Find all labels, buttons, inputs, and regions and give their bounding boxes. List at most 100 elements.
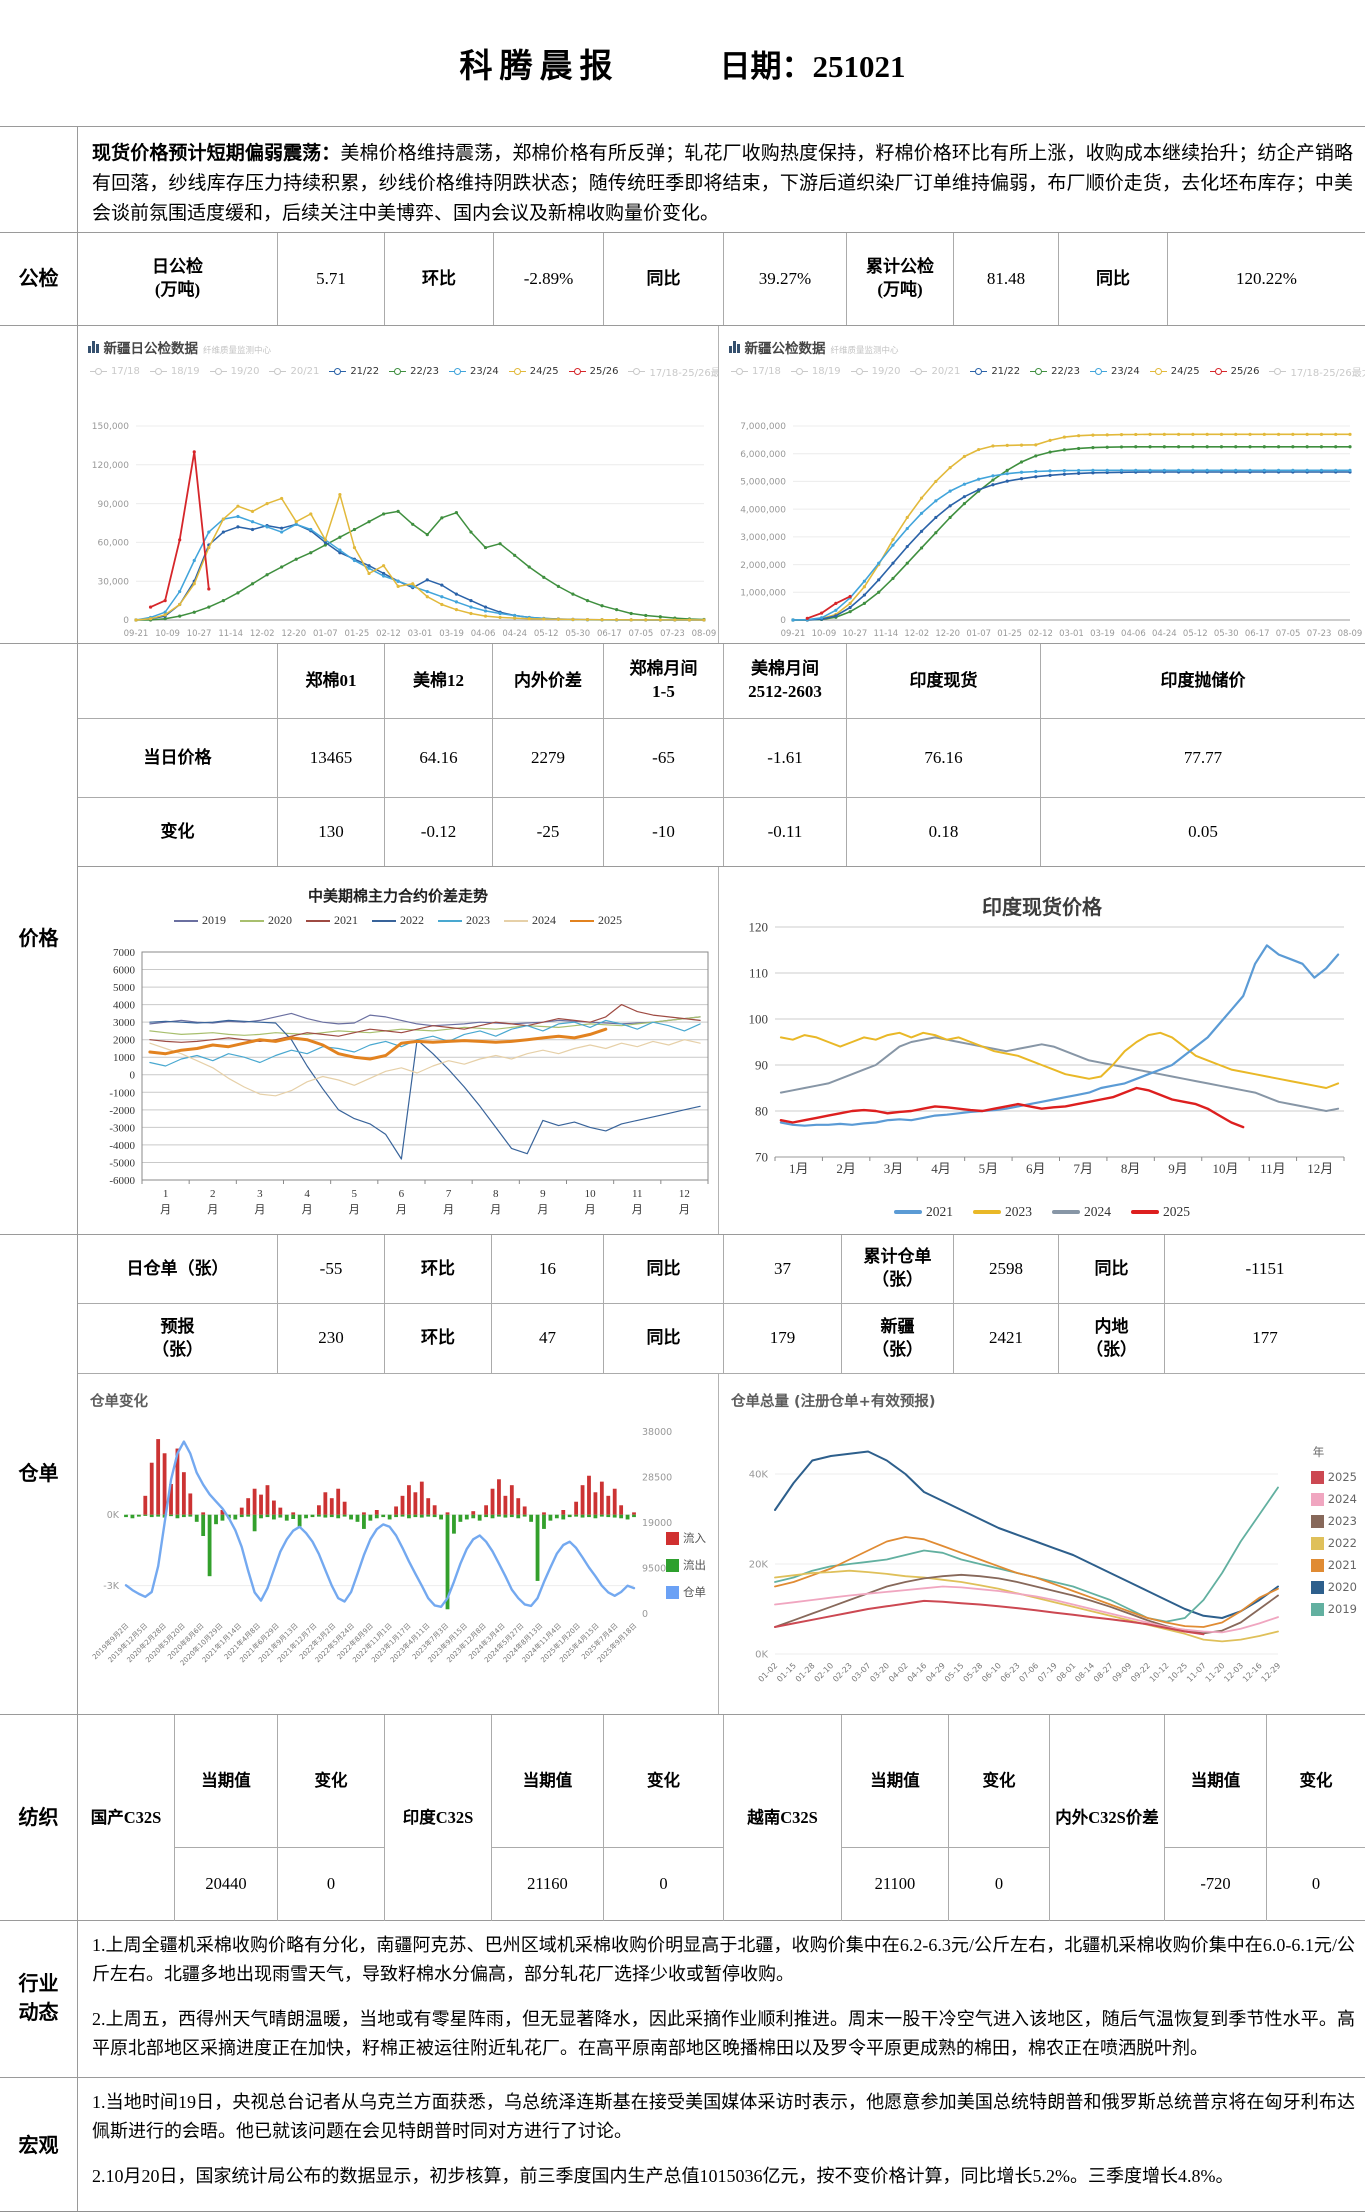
- svg-text:3: 3: [257, 1188, 263, 1200]
- chart-title: 新疆日公检数据: [103, 341, 199, 357]
- report-date: 日期：251021: [719, 48, 906, 84]
- svg-text:7: 7: [446, 1188, 452, 1200]
- legend-marker-icon: [1310, 1602, 1324, 1616]
- chart-title: 中美期棉主力合约价差走势: [307, 889, 488, 905]
- line-chart-canvas: 7000 6000 5000 4000 3000 2000 1000 0 -1000 -2000 -…: [109, 947, 709, 1216]
- chart-head: 新疆日公检数据 纤维质量监测中心: [88, 337, 271, 357]
- textile-group-c32s-spread: 内外C32S价差: [1050, 1715, 1165, 1921]
- inspection-charts-row: 新疆日公检数据 纤维质量监测中心 17/18 18/19 19/20 20/21 21/…: [0, 325, 1365, 643]
- svg-text:10-27: 10-27: [187, 629, 212, 639]
- svg-text:07-23: 07-23: [1307, 629, 1332, 639]
- legend-marker-icon: [240, 919, 264, 922]
- legend-marker-icon: [329, 367, 347, 376]
- textile-header-current: 当期值: [175, 1715, 278, 1848]
- legend-marker-icon: [970, 367, 988, 376]
- legend-marker-icon: [666, 1531, 679, 1545]
- legend-marker-icon: [568, 367, 586, 376]
- svg-text:20K: 20K: [749, 1560, 769, 1571]
- svg-text:08-27: 08-27: [1092, 1661, 1115, 1684]
- legend-item: 2024: [504, 913, 556, 928]
- section-label-textile: 纺织: [0, 1715, 78, 1921]
- bar-chart-icon: [88, 341, 99, 353]
- svg-text:4月: 4月: [931, 1161, 951, 1176]
- legend-item: 21/22: [329, 366, 379, 377]
- price-corner-cell: [78, 644, 278, 719]
- bar-chart-icon: [729, 341, 740, 353]
- svg-text:07-05: 07-05: [629, 629, 654, 639]
- svg-text:9500: 9500: [642, 1564, 666, 1575]
- chart-warehouse-receipt-change: 仓单变化 流入 流出 仓单 0K -3K 38000 28500 19000 9500 0 201…: [78, 1374, 718, 1714]
- wr-forecast-mom-label: 环比: [385, 1304, 492, 1374]
- legend-item: 22/23: [389, 366, 439, 377]
- svg-text:07-05: 07-05: [1276, 629, 1301, 639]
- svg-text:7月: 7月: [1073, 1161, 1093, 1176]
- svg-text:12-02: 12-02: [904, 629, 929, 639]
- legend-marker-icon: [209, 367, 227, 376]
- svg-text:09-21: 09-21: [124, 629, 149, 639]
- svg-text:08-09: 08-09: [692, 629, 717, 639]
- wr-forecast-value: 230: [278, 1304, 385, 1374]
- svg-text:2,000,000: 2,000,000: [740, 561, 786, 571]
- svg-text:90,000: 90,000: [98, 500, 130, 510]
- chart-xinjiang-daily-inspection: 新疆日公检数据 纤维质量监测中心 17/18 18/19 19/20 20/21 21/…: [78, 326, 718, 643]
- svg-text:05-12: 05-12: [534, 629, 559, 639]
- wr-forecast-yoy-value: 179: [724, 1304, 842, 1374]
- svg-text:-3000: -3000: [109, 1122, 135, 1134]
- price-change: -25: [493, 798, 604, 866]
- inspection-row: 公检 日公检 (万吨) 5.71 环比 -2.89% 同比 39.27% 累计公…: [0, 232, 1365, 325]
- legend-marker-icon: [504, 919, 528, 922]
- svg-text:5,000,000: 5,000,000: [740, 478, 786, 488]
- price-value: -65: [604, 719, 724, 798]
- legend-item: 流入: [666, 1530, 706, 1546]
- svg-text:月: 月: [396, 1204, 407, 1216]
- legend-marker-icon: [1310, 1558, 1324, 1572]
- svg-text:0: 0: [642, 1609, 648, 1620]
- textile-header-change: 变化: [1267, 1715, 1365, 1848]
- legend-marker-icon: [438, 919, 462, 922]
- svg-text:01-25: 01-25: [345, 629, 370, 639]
- svg-text:月: 月: [160, 1204, 171, 1216]
- legend-marker-icon: [448, 367, 466, 376]
- wr-mom-value: 16: [492, 1235, 604, 1304]
- svg-text:05-28: 05-28: [962, 1661, 985, 1684]
- wr-inland-value: 177: [1165, 1304, 1365, 1374]
- legend-marker-icon: [1209, 367, 1227, 376]
- svg-text:10月: 10月: [1212, 1161, 1238, 1176]
- wr-forecast-mom-value: 47: [492, 1304, 604, 1374]
- chart-subtitle: 纤维质量监测中心: [830, 346, 899, 356]
- svg-text:110: 110: [749, 966, 768, 981]
- svg-text:01-28: 01-28: [794, 1661, 817, 1684]
- svg-text:12-16: 12-16: [1241, 1661, 1264, 1684]
- price-col-zhengmian01: 郑棉01: [278, 644, 385, 719]
- svg-text:-5000: -5000: [109, 1157, 135, 1169]
- textile-header-current: 当期值: [842, 1715, 949, 1848]
- svg-text:12-02: 12-02: [250, 629, 275, 639]
- svg-text:11-07: 11-07: [1185, 1661, 1208, 1684]
- industry-item: 2.上周五，西得州天气晴朗温暖，当地或有零星阵雨，但无显著降水，因此采摘作业顺利…: [92, 2009, 1355, 2058]
- svg-text:月: 月: [302, 1204, 313, 1216]
- wr-daily-label: 日仓单（张）: [78, 1235, 278, 1304]
- svg-text:40K: 40K: [749, 1470, 769, 1481]
- gj-yoy-value: 39.27%: [724, 233, 847, 325]
- legend-marker-icon: [628, 367, 646, 376]
- svg-text:月: 月: [585, 1204, 596, 1216]
- svg-text:04-06: 04-06: [471, 629, 496, 639]
- svg-text:30,000: 30,000: [98, 577, 130, 587]
- textile-header-change: 变化: [278, 1715, 385, 1848]
- svg-text:05-15: 05-15: [943, 1661, 966, 1684]
- svg-text:3月: 3月: [884, 1161, 904, 1176]
- section-label-macro: 宏观: [0, 2078, 78, 2211]
- gj-cum-value: 81.48: [954, 233, 1059, 325]
- chart-head: 新疆公检数据 纤维质量监测中心: [729, 337, 899, 357]
- svg-text:03-07: 03-07: [850, 1661, 873, 1684]
- svg-text:06-17: 06-17: [1245, 629, 1270, 639]
- legend-marker-icon: [973, 1209, 1001, 1215]
- report-header: 科腾晨报 日期：251021: [0, 0, 1365, 126]
- legend-marker-icon: [666, 1558, 679, 1572]
- svg-text:100: 100: [749, 1012, 769, 1027]
- svg-text:12月: 12月: [1307, 1161, 1333, 1176]
- svg-text:4: 4: [304, 1188, 310, 1200]
- svg-text:-6000: -6000: [109, 1175, 135, 1187]
- legend-marker-icon: [1310, 1514, 1324, 1528]
